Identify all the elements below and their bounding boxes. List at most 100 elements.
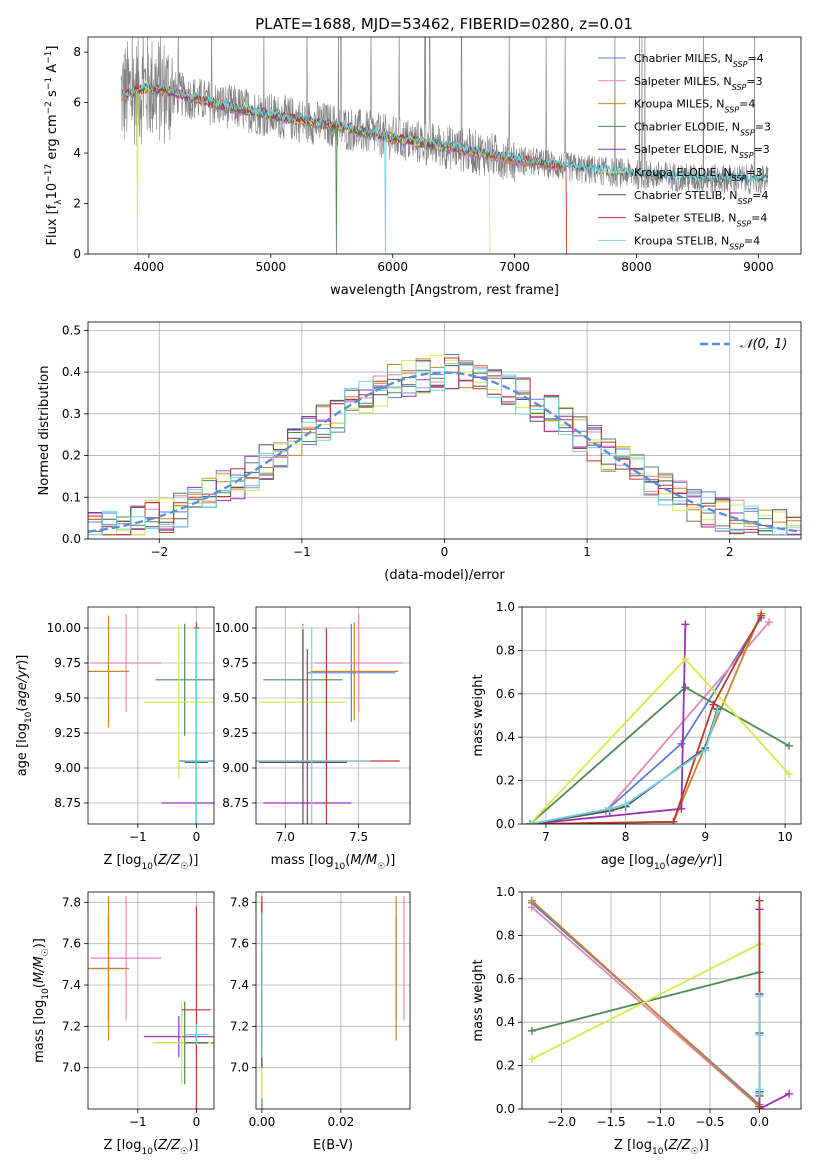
weight-line <box>531 943 760 1060</box>
y-tick-label: 0.6 <box>496 972 515 986</box>
x-tick-label: 8000 <box>621 260 652 274</box>
weight-line <box>758 909 790 1109</box>
y-tick-label: 2 <box>73 197 81 211</box>
figure-title: PLATE=1688, MJD=53462, FIBERID=0280, z=0… <box>255 15 633 33</box>
y-tick-label: 7.2 <box>62 1019 81 1033</box>
y-tick-label: 1.0 <box>496 600 515 614</box>
y-tick-label: 8.75 <box>54 796 81 810</box>
y-axis-label: Flux [fλ10−17 erg cm−2 s−1 A−1] <box>44 46 64 246</box>
y-tick-label: 0.4 <box>62 365 81 379</box>
x-axis-label: mass [log10(M/M☉)] <box>271 853 396 872</box>
weight-marker <box>669 817 678 824</box>
legend-label: Kroupa ELODIE, NSSP=3 <box>634 166 763 183</box>
axes-frame <box>521 606 802 825</box>
x-tick-label: 0 <box>193 830 201 844</box>
plot-area <box>88 614 214 824</box>
x-tick-label: −2 <box>150 545 168 559</box>
legend-label: Kroupa STELIB, NSSP=4 <box>634 234 760 251</box>
weight-marker <box>785 1089 794 1098</box>
y-tick-label: 7.6 <box>62 937 81 951</box>
y-tick-label: 8 <box>73 45 81 59</box>
y-tick-label: 0.2 <box>496 1059 515 1073</box>
y-tick-label: 0.0 <box>496 817 515 831</box>
weight-marker <box>681 683 690 692</box>
x-tick-label: 0.02 <box>328 1115 355 1129</box>
weight-marker <box>527 896 536 905</box>
y-tick-label: 6 <box>73 96 81 110</box>
x-tick-label: 10 <box>777 830 792 844</box>
y-tick-label: 9.25 <box>54 726 81 740</box>
x-axis-label: Z [log10(Z/Z☉)] <box>614 1138 709 1157</box>
weight-marker <box>755 1085 764 1094</box>
x-axis-label: Z [log10(Z/Z☉)] <box>104 1138 199 1157</box>
x-tick-label: −1.5 <box>596 1115 625 1129</box>
weight-marker <box>785 741 794 750</box>
x-axis-label: (data-model)/error <box>384 568 505 583</box>
age-vs-mass-panel: 7.0 7.5 8.75 9.00 9.25 9.50 9.75 10.00 mass [log… <box>215 606 411 872</box>
residual-panel: −2 −1 0 1 2 0.0 0.1 0.2 0.3 0.4 0.5 (data-model)/er… <box>37 321 802 583</box>
y-tick-label: 9.00 <box>222 761 249 775</box>
plot-area <box>88 896 214 1109</box>
weight-marker <box>713 707 722 716</box>
axes-frame <box>87 891 215 1110</box>
weight-marker <box>527 1026 536 1035</box>
mass-vs-extinction-panel: 0.00 0.02 7.0 7.2 7.4 7.6 7.8 E(B-V) <box>230 891 411 1153</box>
x-tick-label: 9 <box>702 830 710 844</box>
weight-marker <box>755 1031 764 1040</box>
x-tick-label: 7.5 <box>349 830 368 844</box>
weight-line <box>531 900 761 1108</box>
y-tick-label: 0.6 <box>496 687 515 701</box>
legend-label: Chabrier MILES, NSSP=4 <box>634 52 764 69</box>
weight-marker <box>755 896 764 905</box>
axes-frame <box>87 36 802 255</box>
plot-area <box>261 896 405 1109</box>
weight-marker <box>755 992 764 1001</box>
mass-vs-metallicity-panel: −1 0 7.0 7.2 7.4 7.6 7.8 Z [log10(Z/Z☉)] mass [l… <box>32 891 215 1157</box>
y-axis-label: Normed distribution <box>37 366 52 496</box>
weight-marker <box>681 655 690 664</box>
x-tick-label: −1 <box>129 1115 147 1129</box>
y-tick-label: 0.5 <box>62 323 81 337</box>
y-tick-label: 0.8 <box>496 928 515 942</box>
plot-area <box>120 37 769 254</box>
weight-marker <box>701 746 710 755</box>
y-tick-label: 0 <box>73 247 81 261</box>
legend-label: Salpeter STELIB, NSSP=4 <box>634 212 767 229</box>
y-tick-label: 0.8 <box>496 643 515 657</box>
weight-marker <box>681 620 690 629</box>
age-vs-metallicity-panel: −1 0 8.75 9.00 9.25 9.50 9.75 10.00 Z [log10(Z/Z… <box>15 606 215 872</box>
y-tick-label: 7.4 <box>62 978 81 992</box>
weight-marker <box>757 611 766 620</box>
y-tick-label: 8.75 <box>222 796 249 810</box>
weight-line <box>529 624 687 824</box>
spectrum-panel: 4000 5000 6000 7000 8000 9000 0 2 4 6 8 wavelength … <box>44 36 802 298</box>
weight-marker <box>677 739 686 748</box>
weight-vs-age-panel: 7 8 9 10 0.0 0.2 0.4 0.6 0.8 1.0 age [log10(age/yr… <box>471 600 802 872</box>
x-axis-label: age [log10(age/yr)] <box>601 853 723 872</box>
x-tick-label: −0.5 <box>695 1115 724 1129</box>
normal-reference-curve <box>88 371 801 533</box>
legend-label: Chabrier ELODIE, NSSP=3 <box>634 120 771 137</box>
x-axis-label: Z [log10(Z/Z☉)] <box>104 853 199 872</box>
x-tick-label: −1 <box>129 830 147 844</box>
y-tick-label: 0.0 <box>62 532 81 546</box>
y-axis-label: mass weight <box>471 959 486 1041</box>
weight-line <box>529 615 762 824</box>
y-tick-label: 0.4 <box>496 1015 515 1029</box>
weight-marker <box>785 770 794 779</box>
x-tick-label: 0 <box>441 545 449 559</box>
y-tick-label: 9.00 <box>54 761 81 775</box>
x-tick-label: 4000 <box>134 260 165 274</box>
y-axis-label: mass [log10(M/M☉)] <box>32 938 51 1063</box>
weight-marker <box>709 700 718 709</box>
x-tick-label: −2.0 <box>547 1115 576 1129</box>
x-axis-label: E(B-V) <box>313 1138 353 1153</box>
x-tick-label: 2 <box>726 545 734 559</box>
y-axis-label: mass weight <box>471 674 486 756</box>
weight-marker <box>525 820 534 824</box>
x-tick-label: 7 <box>542 830 550 844</box>
weight-marker <box>755 1102 764 1109</box>
y-tick-label: 7.8 <box>62 895 81 909</box>
x-tick-label: 7000 <box>499 260 530 274</box>
x-tick-label: −1 <box>293 545 311 559</box>
